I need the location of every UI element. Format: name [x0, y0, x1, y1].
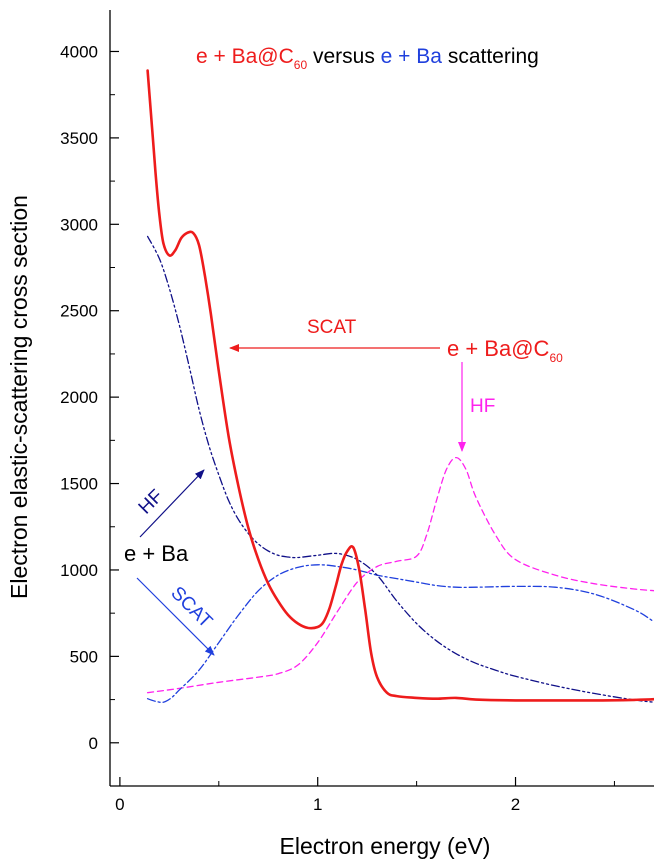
y-axis-title: Electron elastic-scattering cross sectio… — [6, 195, 32, 599]
x-tick-label-0: 0 — [115, 795, 124, 814]
scat-blue-label: SCAT — [166, 583, 216, 633]
x-axis-title: Electron energy (eV) — [280, 833, 491, 859]
ba-c60-label-subscript: 60 — [549, 351, 563, 365]
scat-red-label: SCAT — [307, 317, 357, 338]
y-tick-label-0: 0 — [89, 734, 98, 753]
series-line-dashdot — [146, 564, 654, 704]
title-part-1-subscript: 60 — [294, 58, 308, 72]
y-tick-label-8: 4000 — [60, 42, 98, 61]
y-tick-label-6: 3000 — [60, 215, 98, 234]
ba-c60-label: e + Ba@C60 — [447, 336, 563, 365]
y-tick-label-1: 500 — [70, 647, 98, 666]
title-part-3: e + Ba — [381, 45, 443, 68]
hf-navy-arrow — [139, 469, 205, 538]
ba-c60-label-main: e + Ba@C — [447, 336, 550, 361]
series-group — [146, 69, 654, 704]
x-tick-label-2: 2 — [511, 795, 520, 814]
x-tick-label-1: 1 — [313, 795, 322, 814]
hf-magenta-label: HF — [470, 396, 495, 417]
y-tick-label-5: 2500 — [60, 302, 98, 321]
e-ba-label: e + Ba — [124, 541, 189, 566]
series-line-solid — [146, 69, 654, 702]
y-tick-label-3: 1500 — [60, 475, 98, 494]
scat-blue-arrow — [136, 577, 215, 656]
y-tick-label-2: 1000 — [60, 561, 98, 580]
title-part-4: scattering — [442, 45, 539, 68]
chart-title: e + Ba@C60 versus e + Ba scattering — [196, 45, 539, 72]
y-tick-label-7: 3500 — [60, 129, 98, 148]
title-part-1: e + Ba@C — [196, 45, 294, 68]
y-tick-label-4: 2000 — [60, 388, 98, 407]
series-line-dashdotdot — [146, 235, 654, 703]
ticks-group: 0 1 2 0 500 1000 1500 2000 2500 3000 3500 4000 — [60, 42, 615, 814]
series-line-dashed — [146, 456, 654, 694]
title-part-2: versus — [307, 45, 381, 68]
